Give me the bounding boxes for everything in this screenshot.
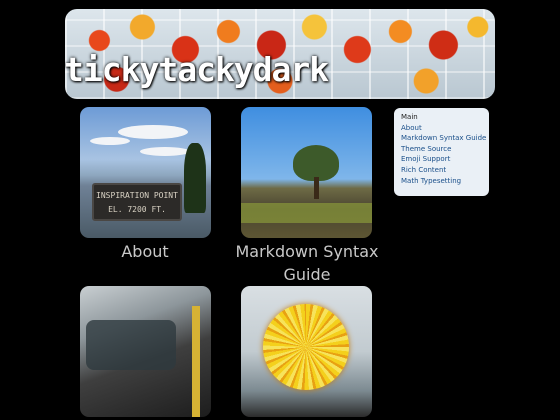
tree-canopy — [293, 145, 339, 181]
post-thumbnail-markdown-syntax-guide[interactable] — [241, 107, 372, 238]
menu-item-rich-content[interactable]: Rich Content — [401, 165, 447, 174]
inspiration-point-sign: INSPIRATION POINT EL. 7200 FT. — [92, 183, 182, 221]
menu-item-emoji-support[interactable]: Emoji Support — [401, 155, 451, 164]
cloud — [118, 125, 188, 139]
post-thumbnail-3[interactable] — [80, 286, 211, 417]
sign-line: INSPIRATION POINT — [96, 191, 178, 200]
grass — [241, 203, 372, 223]
cloud — [90, 137, 130, 145]
cloud — [140, 147, 190, 156]
glass-sculpture — [263, 304, 349, 390]
post-title-markdown-syntax-guide[interactable]: Markdown Syntax Guide — [235, 242, 379, 284]
tree — [184, 143, 206, 213]
platform-stripe — [192, 306, 200, 417]
menu-item-markdown-syntax-guide[interactable]: Markdown Syntax Guide — [401, 134, 487, 143]
menu-item-theme-source[interactable]: Theme Source — [401, 144, 452, 153]
menu-item-main[interactable]: Main — [401, 113, 418, 121]
post-thumbnail-about[interactable]: INSPIRATION POINT EL. 7200 FT. — [80, 107, 211, 238]
sign-line: EL. 7200 FT. — [108, 205, 166, 214]
site-title[interactable]: tickytackydark — [64, 50, 329, 89]
train-window — [86, 320, 176, 370]
menu-item-math-typesetting[interactable]: Math Typesetting — [401, 176, 462, 185]
site-menu: Main About Markdown Syntax Guide Theme S… — [394, 108, 489, 196]
post-thumbnail-4[interactable] — [241, 286, 372, 417]
post-title-about[interactable]: About — [121, 242, 169, 261]
header-banner — [65, 9, 495, 99]
tree-trunk — [314, 177, 319, 199]
menu-item-about[interactable]: About — [401, 123, 422, 132]
